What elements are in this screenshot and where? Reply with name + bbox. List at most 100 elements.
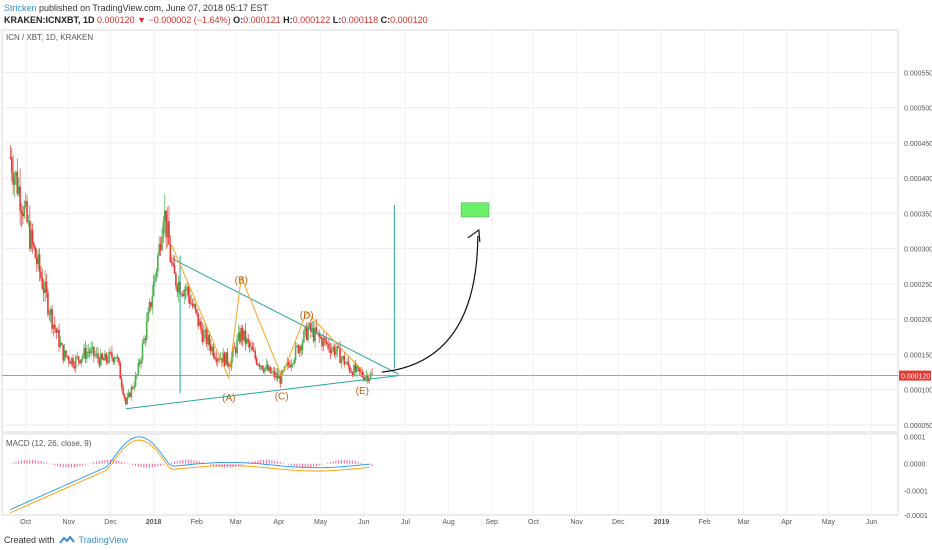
macd-y-tick-label: -0.0001 xyxy=(904,513,928,520)
candle-body xyxy=(347,361,350,367)
candle-body xyxy=(42,288,45,293)
candle-body xyxy=(59,343,62,347)
candle-body xyxy=(94,355,97,357)
candle-body xyxy=(344,363,347,365)
candle-body xyxy=(207,334,209,345)
candle-body xyxy=(323,337,326,340)
tradingview-logo-icon xyxy=(58,535,75,544)
x-tick-label: 2019 xyxy=(654,519,670,526)
target-zone xyxy=(460,202,490,218)
tradingview-brand[interactable]: TradingView xyxy=(78,535,129,545)
candle-body xyxy=(170,262,173,264)
candle-body xyxy=(49,309,52,315)
candle-body xyxy=(148,302,151,312)
candle-body xyxy=(145,321,148,340)
candle-body xyxy=(307,328,309,340)
x-tick-label: Feb xyxy=(191,519,203,526)
candle-body xyxy=(129,392,131,398)
candle-body xyxy=(125,398,127,404)
candle-body xyxy=(261,365,263,370)
candle-body xyxy=(312,328,315,342)
candle-body xyxy=(350,371,353,373)
candle-body xyxy=(166,221,169,238)
candle-body xyxy=(369,373,372,379)
macd-line xyxy=(10,436,370,511)
x-tick-label: Aug xyxy=(442,519,455,526)
x-tick-label: Feb xyxy=(699,519,711,526)
candle-body xyxy=(271,372,273,374)
candle-body xyxy=(104,353,106,361)
candle-body xyxy=(48,313,51,315)
candle-body xyxy=(90,348,92,354)
candle-body xyxy=(95,353,98,356)
x-tick-label: Jun xyxy=(358,519,369,526)
candle-body xyxy=(226,352,229,364)
candle-body xyxy=(177,281,180,293)
y-tick-label: 0.000450 xyxy=(904,141,932,148)
author-link[interactable]: Stricken xyxy=(4,3,37,13)
candle-body xyxy=(296,345,298,347)
projection-arrow xyxy=(381,235,479,373)
x-tick-label: Apr xyxy=(273,519,285,526)
candle-body xyxy=(303,330,305,343)
candle-body xyxy=(113,358,116,362)
candle-body xyxy=(282,370,284,372)
candle-body xyxy=(81,356,84,360)
low-label: L: xyxy=(332,15,342,25)
candle-body xyxy=(200,321,202,330)
candle-body xyxy=(10,157,13,173)
candle-body xyxy=(204,329,206,332)
y-tick-label: 0.000100 xyxy=(904,388,932,395)
candle-body xyxy=(22,213,24,217)
candle-body xyxy=(176,286,179,293)
candle-body xyxy=(354,364,357,372)
candle-body xyxy=(47,292,49,314)
candle-body xyxy=(191,303,194,307)
y-tick-label: 0.000300 xyxy=(904,247,932,254)
candle-body xyxy=(358,367,361,372)
x-tick-label: Nov xyxy=(570,519,583,526)
high-value: 0.000122 xyxy=(292,15,331,25)
candle-body xyxy=(301,342,304,351)
candle-body xyxy=(76,356,78,358)
triangle-lower-line xyxy=(125,375,399,410)
candle-body xyxy=(134,375,137,387)
macd-y-tick-label: 0.0001 xyxy=(904,435,926,442)
candle-body xyxy=(123,394,126,399)
candle-body xyxy=(23,205,26,217)
close-value: 0.000120 xyxy=(390,15,428,25)
candle-body xyxy=(12,172,14,185)
candle-body xyxy=(305,326,308,340)
chart-frame[interactable]: (A) (B) (C) (D) (E) 0.000550 0.000500 0.000450… xyxy=(0,28,932,530)
candle-body xyxy=(133,386,135,389)
close-label: C: xyxy=(380,15,391,25)
macd-y-tick-label: 0.0000 xyxy=(904,462,926,469)
candle-body xyxy=(208,334,211,346)
y-tick-label: 0.000550 xyxy=(904,70,932,77)
y-tick-label: 0.000400 xyxy=(904,176,932,183)
candle-body xyxy=(126,397,129,404)
candle-body xyxy=(61,343,63,345)
candle-body xyxy=(120,378,123,387)
candle-body xyxy=(144,338,147,340)
candle-body xyxy=(351,372,354,376)
candle-body xyxy=(98,359,101,366)
candle-body xyxy=(333,346,336,355)
candle-body xyxy=(205,329,208,345)
candle-body xyxy=(161,237,163,251)
chart-svg[interactable]: (A) (B) (C) (D) (E) 0.000550 0.000500 0.000450… xyxy=(0,28,932,530)
candle-body xyxy=(180,294,183,295)
y-tick-label: 0.000200 xyxy=(904,317,932,324)
x-tick-label: Mar xyxy=(738,519,751,526)
candle-body xyxy=(255,358,258,365)
candle-body xyxy=(315,327,318,334)
x-tick-label: May xyxy=(822,519,836,526)
candle-body xyxy=(232,347,234,358)
candle-body xyxy=(216,358,219,362)
footer: Created with TradingView xyxy=(4,535,128,545)
candle-body xyxy=(130,387,133,398)
candle-body xyxy=(58,329,60,347)
candle-body xyxy=(257,364,259,366)
candle-body xyxy=(83,348,85,357)
macd-y-tick-label: -0.0001 xyxy=(904,489,928,496)
